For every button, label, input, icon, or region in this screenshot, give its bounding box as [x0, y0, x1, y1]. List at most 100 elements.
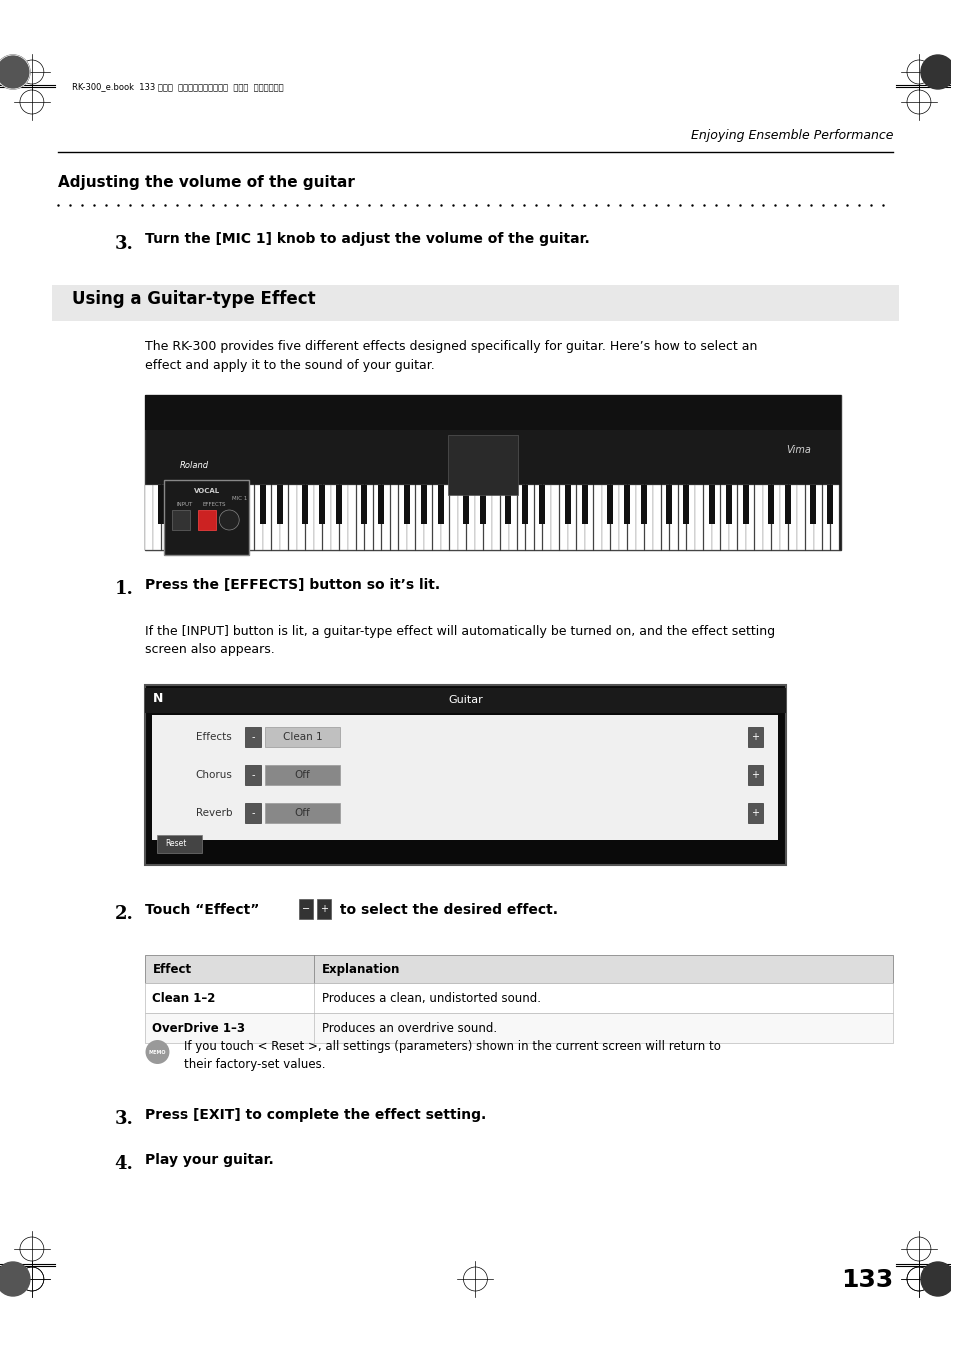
Bar — [703, 485, 711, 550]
Bar — [374, 485, 381, 550]
Bar — [339, 485, 347, 550]
Bar — [661, 485, 669, 550]
Bar — [747, 727, 762, 747]
Bar — [747, 765, 762, 785]
Bar — [479, 485, 485, 524]
Bar — [708, 485, 714, 524]
Bar — [771, 485, 779, 550]
Bar — [601, 485, 610, 550]
Text: Clean 1: Clean 1 — [282, 732, 322, 742]
Bar — [234, 485, 240, 524]
Bar — [230, 485, 237, 550]
Bar — [221, 485, 229, 550]
Bar — [483, 485, 491, 550]
Bar — [144, 984, 892, 1013]
Text: Guitar: Guitar — [448, 694, 482, 705]
Bar — [525, 485, 534, 550]
Circle shape — [146, 1040, 170, 1065]
Bar — [198, 509, 216, 530]
Text: The RK-300 provides five different effects designed specifically for guitar. Her: The RK-300 provides five different effec… — [144, 340, 756, 372]
Bar — [678, 485, 686, 550]
Bar — [610, 485, 618, 550]
Bar — [265, 765, 339, 785]
Bar — [361, 485, 367, 524]
Bar — [276, 485, 282, 524]
Bar — [246, 485, 254, 550]
Bar — [153, 485, 161, 550]
Bar — [725, 485, 731, 524]
Bar — [187, 485, 194, 550]
Text: to select the desired effect.: to select the desired effect. — [335, 902, 558, 917]
Text: −: − — [301, 904, 310, 915]
Bar — [245, 802, 261, 823]
Bar — [466, 485, 475, 550]
Bar — [797, 485, 804, 550]
Bar — [712, 485, 720, 550]
Bar — [420, 485, 426, 524]
Bar — [509, 485, 517, 550]
Bar — [348, 485, 355, 550]
Bar — [686, 485, 694, 550]
Text: OverDrive 1–3: OverDrive 1–3 — [152, 1021, 245, 1035]
Bar — [331, 485, 338, 550]
Text: MEMO: MEMO — [149, 1050, 166, 1055]
Bar — [593, 485, 601, 550]
Bar — [559, 485, 567, 550]
Text: 4.: 4. — [114, 1155, 133, 1173]
Bar — [627, 485, 635, 550]
Bar — [788, 485, 796, 550]
Bar — [813, 485, 821, 550]
Circle shape — [920, 1262, 953, 1296]
Bar — [522, 485, 528, 524]
Bar — [144, 955, 892, 984]
Text: Produces an overdrive sound.: Produces an overdrive sound. — [321, 1021, 497, 1035]
Bar — [335, 485, 341, 524]
Bar — [245, 765, 261, 785]
Bar — [826, 485, 832, 524]
Text: Touch “Effect”: Touch “Effect” — [144, 902, 258, 917]
Bar — [158, 485, 164, 524]
Bar — [581, 485, 587, 524]
Bar — [517, 485, 525, 550]
Bar — [254, 485, 263, 550]
Bar — [475, 485, 482, 550]
Text: 1.: 1. — [114, 580, 133, 598]
Bar — [390, 485, 398, 550]
Text: MIC 1: MIC 1 — [232, 496, 247, 501]
Bar — [381, 485, 390, 550]
Bar — [145, 485, 152, 550]
Bar — [534, 485, 542, 550]
Text: Adjusting the volume of the guitar: Adjusting the volume of the guitar — [58, 176, 355, 190]
Bar — [318, 485, 325, 524]
Bar — [437, 485, 443, 524]
Bar — [492, 485, 499, 550]
Bar — [606, 485, 613, 524]
Bar — [462, 485, 469, 524]
Bar — [754, 485, 761, 550]
Bar — [280, 485, 288, 550]
Bar — [729, 485, 737, 550]
Bar — [306, 485, 314, 550]
Bar — [830, 485, 838, 550]
Bar — [780, 485, 787, 550]
Circle shape — [0, 1262, 30, 1296]
Bar — [356, 485, 364, 550]
Bar — [577, 485, 584, 550]
Text: Clean 1–2: Clean 1–2 — [152, 992, 215, 1005]
Bar — [640, 485, 646, 524]
Text: EFFECTS: EFFECTS — [202, 503, 226, 507]
Bar — [162, 485, 170, 550]
Bar — [564, 485, 570, 524]
Bar — [398, 485, 406, 550]
Text: Roland: Roland — [179, 461, 209, 470]
Circle shape — [219, 509, 239, 530]
Bar — [297, 485, 305, 550]
Bar — [784, 485, 790, 524]
Text: 133: 133 — [840, 1269, 892, 1292]
Bar — [144, 394, 841, 430]
Bar — [745, 485, 754, 550]
Text: Chorus: Chorus — [195, 770, 232, 780]
Bar — [272, 485, 279, 550]
Text: Off: Off — [294, 808, 310, 817]
Text: Explanation: Explanation — [321, 962, 400, 975]
